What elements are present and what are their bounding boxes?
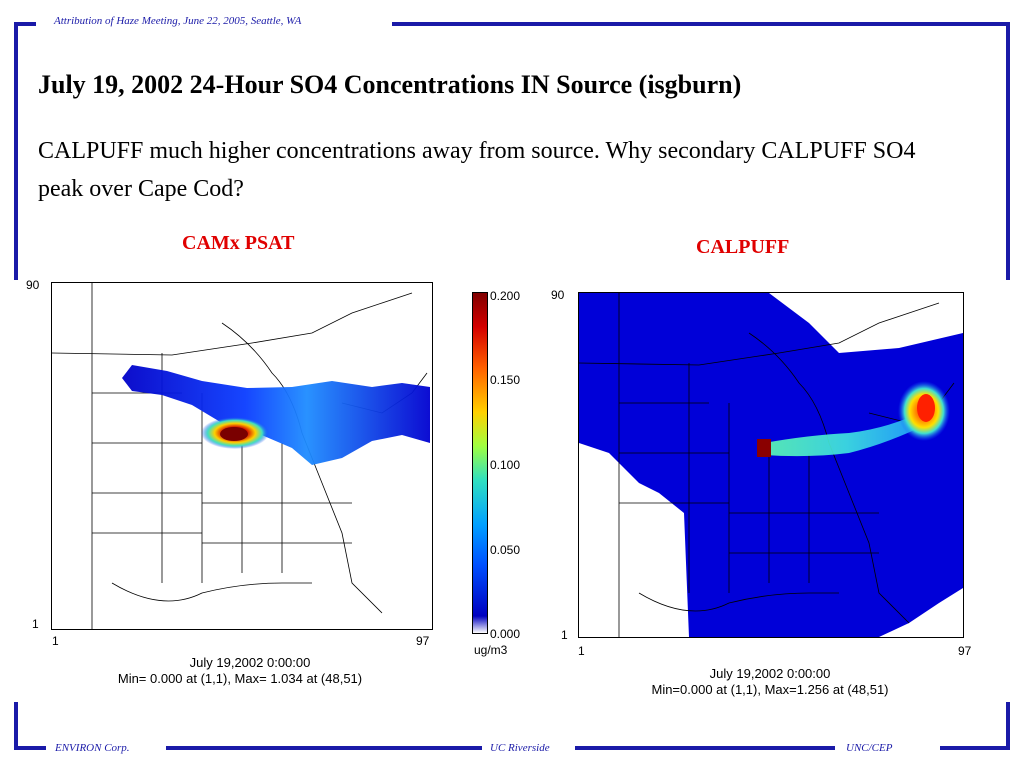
camx-map-svg [52, 283, 430, 629]
frame-right-top [1006, 22, 1010, 280]
right-map-stats: Min=0.000 at (1,1), Max=1.256 at (48,51) [651, 682, 889, 697]
right-y-top: 90 [551, 288, 565, 302]
right-panel-title: CALPUFF [696, 236, 790, 258]
colorbar-tick-0: 0.200 [490, 289, 521, 303]
page-subtitle: CALPUFF much higher concentrations away … [38, 138, 916, 202]
calpuff-map [578, 292, 964, 638]
frame-top-left [14, 22, 36, 26]
right-x-left: 1 [578, 644, 585, 658]
colorbar-tick-2: 0.100 [490, 458, 521, 472]
frame-bottom-4 [940, 746, 1010, 750]
frame-top-right [392, 22, 1010, 26]
colorbar-tick-1: 0.150 [490, 373, 521, 387]
left-y-top: 90 [26, 278, 40, 292]
calpuff-streak [764, 411, 929, 457]
left-y-bottom: 1 [32, 617, 39, 631]
right-state-borders [579, 293, 955, 637]
footer-right: UNC/CEP [846, 742, 893, 754]
frame-bottom-3 [575, 746, 835, 750]
calpuff-map-svg [579, 293, 963, 637]
frame-left-bottom [14, 702, 18, 750]
camx-plume [122, 365, 430, 465]
frame-bottom-2 [166, 746, 482, 750]
colorbar [472, 292, 488, 634]
colorbar-unit: ug/m3 [474, 643, 508, 657]
colorbar-tick-4: 0.000 [490, 627, 521, 641]
right-map-date: July 19,2002 0:00:00 [709, 666, 831, 681]
frame-right-bottom [1006, 702, 1010, 750]
right-x-right: 97 [958, 644, 972, 658]
footer-center: UC Riverside [490, 742, 550, 754]
right-y-bottom: 1 [561, 628, 568, 642]
left-map-stats: Min= 0.000 at (1,1), Max= 1.034 at (48,5… [117, 671, 363, 686]
left-x-left: 1 [52, 634, 59, 648]
page-title: July 19, 2002 24-Hour SO4 Concentrations… [38, 70, 742, 99]
left-state-borders [52, 283, 428, 629]
left-x-right: 97 [416, 634, 430, 648]
footer-left: ENVIRON Corp. [55, 742, 130, 754]
calpuff-plume-domain [579, 293, 963, 637]
left-map-date: July 19,2002 0:00:00 [189, 655, 311, 670]
header-text: Attribution of Haze Meeting, June 22, 20… [54, 15, 302, 27]
camx-map [51, 282, 433, 630]
left-panel-title: CAMx PSAT [182, 232, 295, 254]
colorbar-tick-3: 0.050 [490, 543, 521, 557]
frame-left-top [14, 22, 18, 280]
frame-bottom-1 [14, 746, 46, 750]
